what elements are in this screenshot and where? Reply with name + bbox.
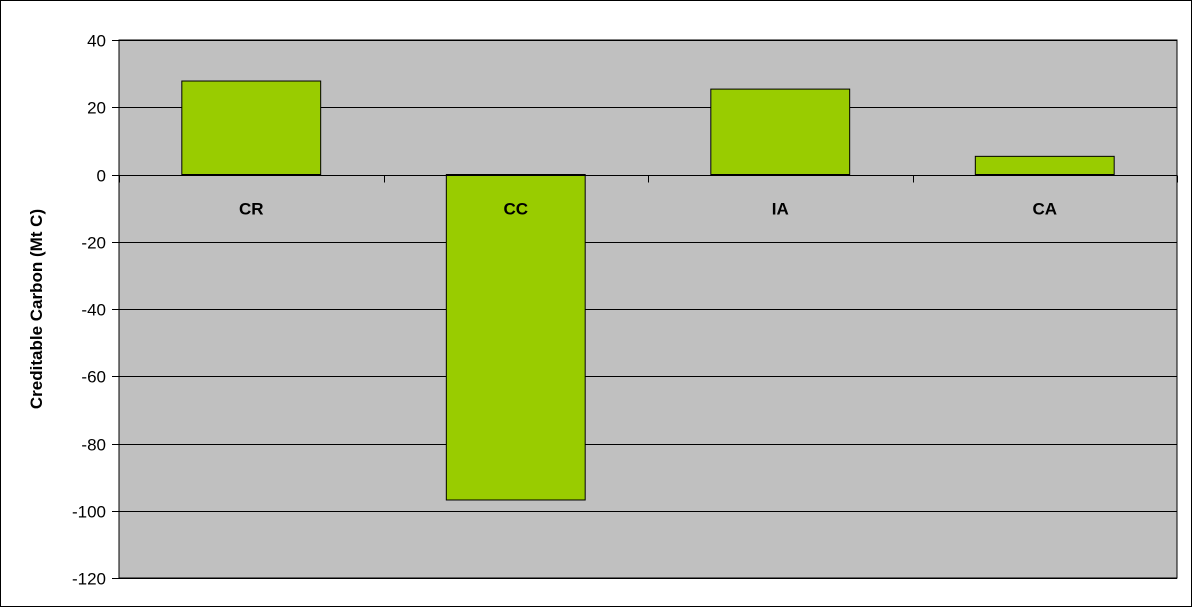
x-axis-ticks [119, 175, 1178, 183]
y-axis-ticks: 40 20 0 -20 -40 -60 -80 -100 -120 [72, 32, 119, 589]
y-tick-label: -60 [81, 368, 106, 387]
bars [181, 80, 1115, 501]
category-labels: CR CC IA CA [239, 200, 1057, 219]
category-label-ia: IA [772, 200, 789, 219]
category-label-cr: CR [239, 200, 264, 219]
category-label-ca: CA [1032, 200, 1057, 219]
y-tick-label: 40 [87, 32, 106, 51]
y-tick-label: -20 [81, 234, 106, 253]
y-tick-label: -80 [81, 436, 106, 455]
y-tick-label: -40 [81, 301, 106, 320]
y-tick-label: -100 [72, 503, 106, 522]
category-label-cc: CC [503, 200, 528, 219]
y-tick-label: -120 [72, 570, 106, 589]
bar-cr [181, 80, 322, 175]
bar-ia [710, 88, 851, 175]
y-tick-label: 20 [87, 99, 106, 118]
bar-cc [445, 174, 586, 501]
y-tick-label: 0 [97, 167, 106, 186]
bar-ca [974, 155, 1115, 175]
y-axis-title: Creditable Carbon (Mt C) [27, 209, 46, 409]
